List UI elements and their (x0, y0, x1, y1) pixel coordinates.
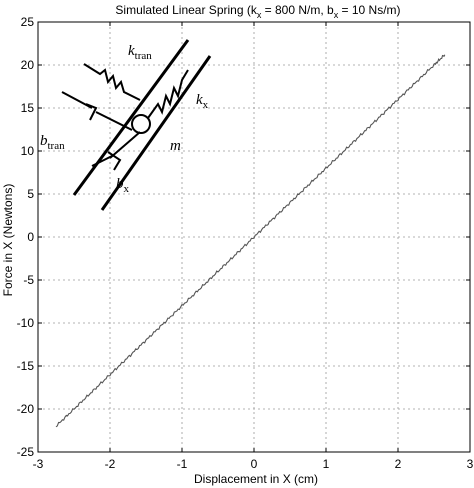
series-line (55, 54, 446, 428)
y-tick-label: -15 (17, 359, 35, 373)
y-tick-label: 20 (21, 58, 35, 72)
damper-bx-icon (107, 151, 122, 171)
spring-damper-diagram (61, 39, 212, 211)
damper-btran-icon (85, 103, 98, 121)
x-tick-label: 1 (323, 457, 330, 471)
plate-upper (72, 39, 190, 196)
x-tick-label: 3 (467, 457, 474, 471)
x-tick-label: 2 (395, 457, 402, 471)
y-tick-label: -25 (17, 445, 35, 459)
spring-ktran-icon (83, 63, 141, 101)
y-tick-label: -5 (23, 273, 34, 287)
series-layer (55, 54, 446, 428)
y-tick-label: 10 (21, 144, 35, 158)
spring-kx-icon (147, 69, 189, 119)
x-tick-label: -2 (105, 457, 116, 471)
mass-icon (131, 114, 151, 134)
x-tick-label: -3 (33, 457, 44, 471)
y-tick-label: -10 (17, 316, 35, 330)
label-b-x: bx (116, 176, 130, 195)
y-tick-label: 5 (27, 187, 34, 201)
y-tick-label: 0 (27, 230, 34, 244)
label-mass: m (170, 138, 181, 154)
label-b-tran: btran (40, 133, 65, 152)
chart-title: Simulated Linear Spring (kx = 800 N/m, b… (115, 3, 400, 20)
y-axis-label: Force in X (Newtons) (1, 184, 15, 297)
label-k-x: kx (196, 92, 209, 111)
x-axis-label: Displacement in X (cm) (194, 472, 318, 486)
plate-lower (100, 55, 212, 211)
y-tick-label: -20 (17, 402, 35, 416)
y-tick-label: 15 (21, 101, 35, 115)
x-tick-label: 0 (251, 457, 258, 471)
diagram-labels: ktran kx btran bx m (40, 43, 209, 195)
label-k-tran: ktran (128, 43, 152, 62)
damper-bx-link (91, 155, 113, 167)
grid (38, 22, 470, 452)
damper-btran-link (95, 111, 133, 131)
damper-bx-rod (109, 131, 141, 159)
y-tick-label: 25 (21, 15, 35, 29)
x-tick-label: -1 (177, 457, 188, 471)
